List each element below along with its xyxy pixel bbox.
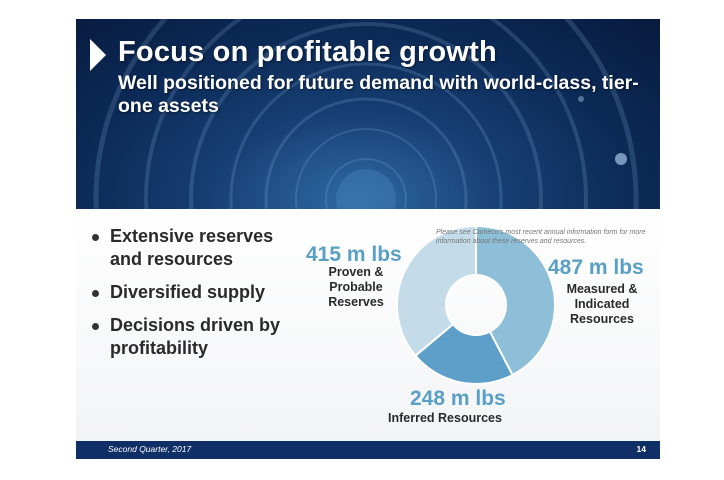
category-label-measured: Measured & Indicated Resources [554,282,650,327]
label-line: Inferred Resources [388,411,502,425]
bullet-item: Extensive reserves and resources [90,225,310,271]
slide-title: Focus on profitable growth [118,36,497,68]
category-label-proven: Proven & Probable Reserves [314,265,398,310]
donut-slice-proven-probable [396,224,477,358]
label-line: Measured & [566,282,638,296]
content-area: Extensive reserves and resources Diversi… [76,209,660,441]
category-label-inferred: Inferred Resources [388,411,538,426]
value-label-inferred: 248 m lbs [410,387,506,410]
title-arrow-icon [90,39,106,71]
bullet-dot-icon [92,290,99,297]
slide: Focus on profitable growth Well position… [76,19,660,459]
donut-chart [396,224,556,385]
label-line: Resources [570,312,634,326]
bullet-dot-icon [92,234,99,241]
bullet-list: Extensive reserves and resources Diversi… [90,225,310,370]
footer-bar: Second Quarter, 2017 14 [76,441,660,459]
donut-slice-measured-indicated [475,224,556,377]
donut-slice-inferred [413,322,514,385]
bullet-item: Decisions driven by profitability [90,314,310,360]
label-line: Proven & [328,265,384,279]
label-line: Probable [329,280,383,294]
page-number: 14 [636,444,646,454]
bullet-text: Diversified supply [110,282,266,302]
banner-background-graphic [93,19,639,209]
value-label-measured: 487 m lbs [548,256,644,279]
label-line: Indicated [574,297,630,311]
bullet-dot-icon [92,323,99,330]
footer-date: Second Quarter, 2017 [108,444,192,454]
value-label-proven: 415 m lbs [306,243,402,266]
bullet-item: Diversified supply [90,281,310,304]
label-line: Reserves [328,295,384,309]
footnote: Please see Cameco's most recent annual i… [436,229,646,245]
title-banner: Focus on profitable growth Well position… [76,19,660,209]
bullet-text: Decisions driven by profitability [110,315,281,358]
bullet-text: Extensive reserves and resources [110,226,274,269]
slide-subtitle: Well positioned for future demand with w… [118,72,639,117]
